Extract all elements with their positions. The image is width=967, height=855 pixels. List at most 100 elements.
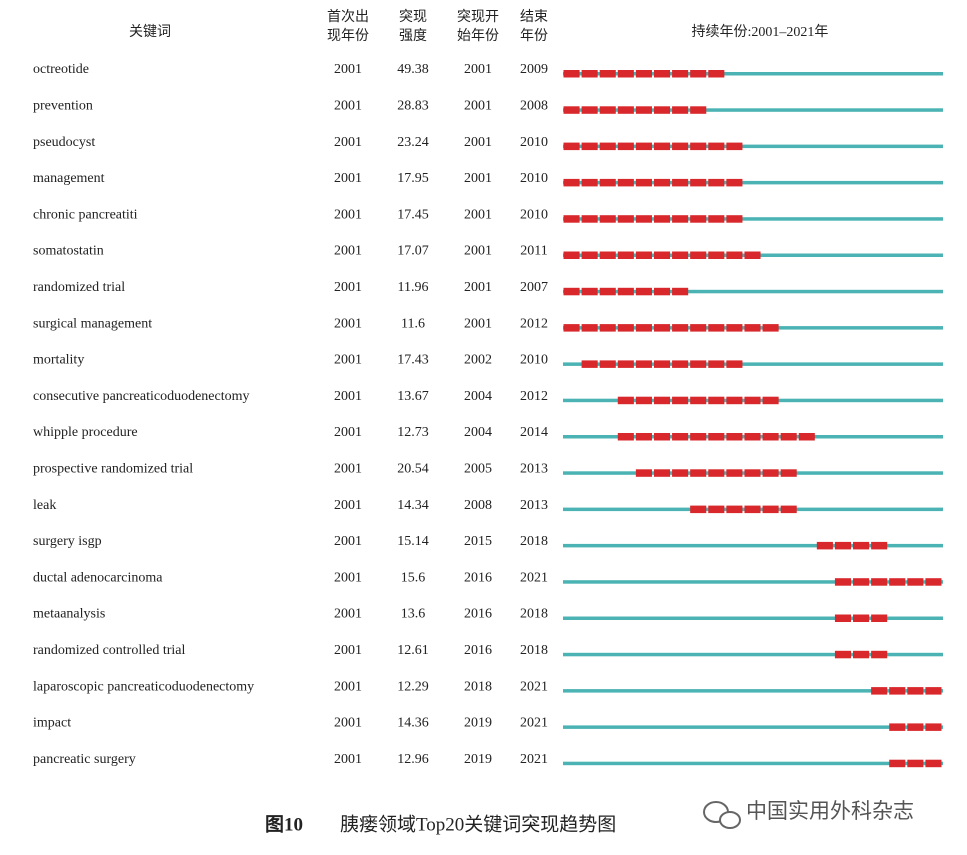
first-year: 2001 (334, 716, 362, 731)
burst-segment (744, 469, 761, 477)
caption-label: 图10 (265, 813, 303, 835)
begin-year: 2016 (464, 607, 492, 622)
burst-segment (726, 142, 743, 151)
burst-segment (581, 251, 598, 259)
first-year: 2001 (334, 62, 362, 77)
burst-segment (889, 578, 906, 586)
end-year: 2009 (520, 62, 548, 77)
burst-segment (690, 505, 707, 514)
first-year: 2001 (334, 679, 362, 694)
keyword: laparoscopic pancreaticoduodenectomy (33, 679, 254, 694)
strength: 49.38 (397, 62, 429, 77)
burst-segment (889, 723, 906, 731)
burst-segment (726, 505, 743, 514)
strength: 12.73 (397, 425, 429, 440)
strength: 11.6 (401, 316, 425, 331)
strength: 17.43 (397, 353, 429, 368)
column-header: 结束 (520, 9, 548, 25)
burst-segment (653, 360, 671, 368)
begin-year: 2001 (464, 62, 492, 77)
burst-segment (635, 433, 652, 441)
burst-segment (635, 287, 652, 296)
begin-year: 2001 (464, 135, 492, 150)
burst-segment (907, 687, 924, 695)
end-year: 2021 (520, 752, 548, 767)
watermark: 中国实用外科杂志 (746, 799, 914, 823)
end-year: 2018 (520, 643, 548, 658)
first-year: 2001 (334, 570, 362, 585)
burst-segment (726, 324, 743, 332)
burst-segment (708, 70, 725, 78)
burst-segment (871, 614, 888, 622)
burst-segment (672, 178, 689, 187)
keyword: metaanalysis (33, 607, 105, 622)
burst-segment (599, 178, 616, 187)
begin-year: 2004 (464, 425, 492, 440)
burst-segment (672, 106, 689, 114)
burst-segment (672, 469, 689, 477)
burst-segment (853, 578, 870, 586)
burst-segment (708, 360, 725, 368)
burst-segment (798, 433, 815, 441)
end-year: 2012 (520, 389, 548, 404)
burst-segment (726, 433, 743, 441)
burst-segment (617, 287, 634, 296)
strength: 17.95 (397, 171, 429, 186)
burst-segment (563, 106, 580, 114)
begin-year: 2001 (464, 316, 492, 331)
column-header: 突现 (399, 9, 427, 25)
burst-segment (635, 396, 652, 405)
timeline-track (563, 761, 943, 766)
burst-segment (617, 396, 634, 405)
burst-segment (871, 578, 888, 586)
keyword: chronic pancreatiti (33, 207, 138, 222)
begin-year: 2019 (464, 752, 492, 767)
timeline-track (563, 689, 943, 693)
burst-segment (635, 178, 652, 187)
end-year: 2010 (520, 353, 548, 368)
begin-year: 2001 (464, 171, 492, 186)
first-year: 2001 (334, 171, 362, 186)
strength: 14.34 (397, 498, 429, 513)
burst-segment (780, 469, 797, 477)
keyword: pseudocyst (33, 135, 95, 150)
begin-year: 2001 (464, 244, 492, 259)
burst-segment (617, 142, 634, 151)
timeline-track (563, 616, 943, 620)
end-year: 2021 (520, 570, 548, 585)
end-year: 2018 (520, 534, 548, 549)
first-year: 2001 (334, 316, 362, 331)
keyword: somatostatin (33, 244, 104, 259)
burst-segment (672, 142, 689, 151)
burst-segment (726, 251, 743, 259)
first-year: 2001 (334, 534, 362, 549)
timeline-track (563, 580, 943, 584)
timeline-track (563, 180, 943, 185)
begin-year: 2008 (464, 498, 492, 513)
burst-segment (635, 469, 652, 477)
strength: 14.36 (397, 716, 429, 731)
burst-segment (907, 759, 924, 768)
timeline-track (563, 72, 943, 76)
burst-segment (834, 541, 852, 550)
burst-segment (581, 178, 598, 187)
begin-year: 2001 (464, 99, 492, 114)
burst-segment (635, 324, 652, 332)
burst-segment (889, 687, 906, 695)
burst-segment (708, 215, 725, 223)
begin-year: 2016 (464, 643, 492, 658)
burst-segment (690, 396, 707, 405)
burst-segment (635, 251, 652, 259)
burst-segment (762, 396, 779, 405)
burst-segment (708, 142, 725, 151)
timeline-track (563, 543, 943, 548)
end-year: 2007 (520, 280, 548, 295)
column-header: 强度 (399, 28, 427, 44)
burst-segment (690, 70, 707, 78)
burst-segment (925, 578, 942, 586)
burst-segment (653, 106, 671, 114)
burst-segment (690, 433, 707, 441)
keyword: ductal adenocarcinoma (33, 570, 163, 585)
strength: 15.14 (397, 534, 429, 549)
